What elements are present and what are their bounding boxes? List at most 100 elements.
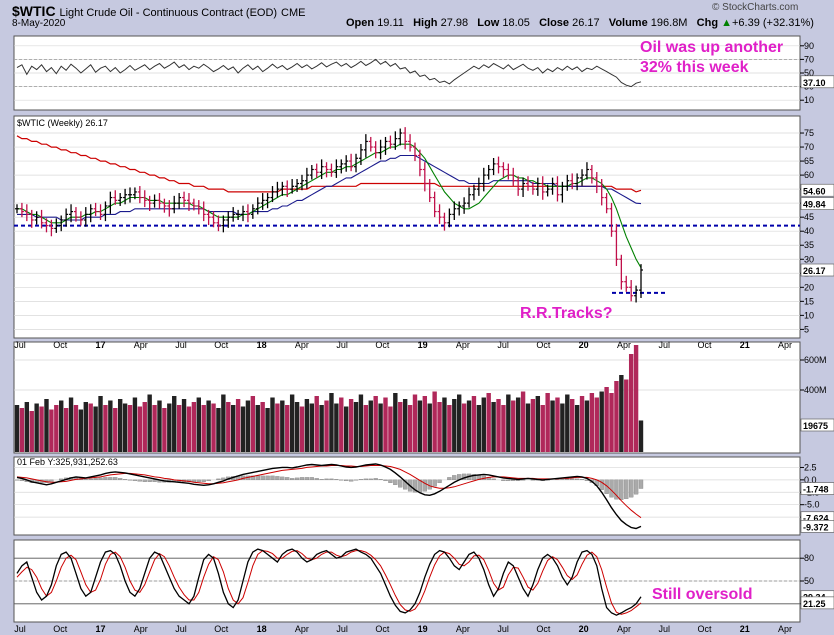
macd-histogram-bar (275, 476, 280, 481)
x-axis-label: Oct (375, 340, 390, 350)
x-axis-label: 19 (418, 340, 428, 350)
volume-bar (550, 400, 555, 452)
macd-histogram-bar (260, 475, 265, 481)
sma-long-value-box (800, 183, 834, 197)
volume-bar (525, 403, 531, 452)
macd-line (16, 463, 642, 530)
macd-histogram-bar (629, 479, 634, 498)
price-panel (13, 115, 801, 339)
volume-bar (633, 345, 639, 452)
volume-bar (167, 403, 172, 452)
low-label: Low (477, 17, 500, 29)
volume-bar (452, 399, 457, 452)
volume-bar (319, 405, 324, 452)
volume-label: Volume (608, 17, 648, 29)
volume-bar (447, 405, 452, 452)
volume-bar (442, 397, 447, 452)
volume-bar (152, 405, 157, 452)
volume-bar (530, 399, 536, 452)
x-axis-label: Jul (175, 340, 187, 350)
volume-bar (181, 399, 187, 452)
x-axis-label: Apr (295, 624, 309, 634)
macd-histogram-bar (412, 479, 418, 493)
volume-value-label: 19675 (803, 421, 828, 431)
chart-date: 8-May-2020 (12, 18, 66, 29)
volume-bar (358, 394, 364, 452)
volume-bar (506, 394, 511, 452)
volume-bar (501, 405, 506, 452)
volume-bar (515, 397, 521, 452)
volume-bar (285, 405, 290, 452)
macd-hist-value-box (800, 482, 834, 495)
volume-bar (614, 381, 619, 452)
macd-histogram-bar (19, 479, 25, 482)
volume-bar (427, 403, 432, 452)
annotation-still-oversold: Still oversold (652, 586, 752, 603)
macd-histogram-bar (398, 479, 403, 488)
macd-histogram-bar (142, 479, 147, 482)
x-axis-label: Apr (295, 340, 309, 350)
rsi-tick-label: 50 (804, 68, 814, 78)
open-label: Open (346, 17, 375, 29)
volume-bar (432, 391, 437, 452)
volume-bar (309, 403, 315, 452)
volume-bar (417, 400, 423, 452)
macd-histogram-bar (599, 479, 604, 490)
volume-bar (14, 405, 20, 452)
x-axis-label: Apr (778, 624, 792, 634)
x-axis-label: 18 (257, 624, 267, 634)
macd-histogram-bar (299, 477, 305, 481)
macd-histogram-bar (196, 479, 201, 482)
macd-histogram-bar (132, 479, 138, 482)
volume-bar (486, 393, 491, 452)
ohlc-summary: Open 19.11 High 27.98 Low 18.05 Close 26… (346, 17, 814, 29)
volume-bar (624, 379, 629, 452)
x-axis-label: 21 (740, 340, 750, 350)
macd-histogram-bar (118, 478, 123, 481)
volume-bar (221, 394, 226, 452)
volume-bar (604, 387, 609, 452)
volume-bar (29, 411, 34, 452)
macd-histogram-bar (270, 475, 275, 481)
macd-histogram-bar (147, 479, 152, 482)
sma-short-line (17, 143, 642, 268)
x-axis-label: Oct (214, 340, 229, 350)
macd-histogram-bar (201, 479, 206, 482)
volume-bar (339, 397, 344, 452)
price-tick-label: 20 (804, 282, 814, 292)
volume-bar (196, 397, 201, 452)
price-tick-label: 40 (804, 226, 814, 236)
volume-bar (535, 396, 541, 452)
macd-histogram-bar (624, 479, 629, 499)
macd-histogram-bar (506, 479, 511, 482)
volume-bar (211, 403, 216, 452)
volume-bar (565, 394, 570, 452)
x-axis-label: Jul (497, 624, 509, 634)
up-triangle-icon: ▲ (721, 17, 732, 29)
volume-bar (34, 403, 39, 452)
volume-bar (201, 405, 206, 452)
macd-histogram-bar (309, 477, 314, 481)
volume-bar (49, 409, 54, 452)
macd-histogram-bar (206, 479, 211, 482)
macd-histogram-bar (363, 478, 369, 481)
x-axis-label: Apr (456, 340, 470, 350)
rsi-tick-label: 70 (804, 54, 814, 64)
macd-histogram-bar (49, 479, 54, 482)
macd-histogram-bar (574, 478, 580, 481)
volume-bar (176, 405, 182, 452)
volume-bar (437, 402, 442, 452)
x-axis-label: Jul (658, 624, 670, 634)
stoch-tick-label: 50 (804, 576, 814, 586)
macd-histogram-bar (388, 479, 393, 483)
annotation-rr-tracks: R.R.Tracks? (520, 305, 612, 322)
macd-histogram-bar (255, 475, 260, 481)
volume-bar (481, 397, 486, 452)
macd-histogram-bar (265, 475, 270, 481)
volume-bar (68, 397, 74, 452)
volume-bar (388, 406, 393, 452)
volume-bar (289, 394, 295, 452)
x-axis-label: Oct (536, 624, 551, 634)
price-tick-label: 10 (804, 310, 814, 320)
x-axis-label: Jul (497, 340, 509, 350)
